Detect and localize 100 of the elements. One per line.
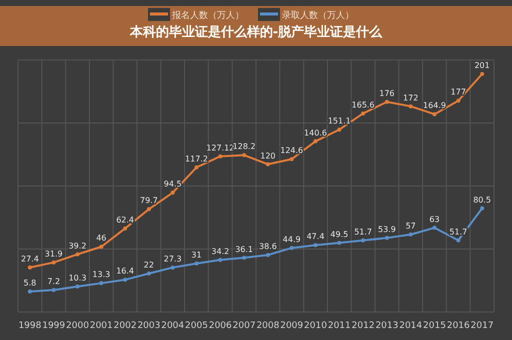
x-tick-label: 2013 [375,321,398,331]
point [242,153,246,158]
x-tick-label: 2016 [446,321,470,331]
data-label: 10.3 [68,274,86,283]
x-tick-label: 2006 [208,321,232,331]
x-tick-label: 2012 [352,321,375,331]
x-tick-label: 2003 [137,321,160,331]
x-tick-label: 2009 [280,321,304,331]
point [146,207,151,212]
data-label: 46 [96,234,106,243]
x-tick-label: 2007 [232,321,256,331]
data-label: 172 [403,93,418,102]
point [28,290,32,294]
point [266,252,270,257]
data-label: 7.2 [47,276,60,286]
point [408,104,413,108]
data-label: 117.2 [185,154,208,164]
chart-title: 本科的毕业证是什么样的-脱产毕业证是什么 [128,24,384,40]
data-label: 31 [191,250,202,260]
x-tick-label: 1999 [42,321,66,331]
point [52,288,56,292]
data-label: 120 [260,151,276,160]
data-label: 27.3 [164,254,182,264]
data-label: 13.3 [92,270,110,280]
data-label: 80.5 [473,195,492,204]
point [361,111,366,116]
x-tick-label: 2017 [470,321,494,331]
data-label: 53.9 [378,224,396,234]
point [290,246,294,250]
x-tick-label: 2010 [304,321,328,331]
x-tick-label: 2014 [399,321,422,331]
data-label: 27.4 [20,254,39,264]
point [218,154,222,158]
point [314,243,318,248]
data-label: 62.4 [116,215,134,224]
x-tick-label: 2000 [66,321,90,331]
point [194,165,198,170]
point [408,232,413,236]
point [218,258,222,262]
point [384,236,389,240]
legend-label: 录取人数（万人） [282,10,354,21]
point [361,238,366,242]
data-label: 127.12 [206,143,234,152]
data-label: 31.9 [44,249,63,258]
point [242,256,246,260]
legend-label: 报名人数（万人） [171,10,244,21]
data-label: 201 [474,61,490,70]
data-label: 124.6 [280,146,304,156]
point [290,157,294,162]
data-label: 151.1 [328,116,351,126]
point [123,226,128,230]
point [123,278,128,282]
point [52,260,56,264]
data-label: 22 [144,260,154,270]
data-label: 165.6 [352,100,375,110]
point [170,266,175,270]
data-label: 38.6 [258,242,277,251]
x-tick-label: 2015 [423,321,446,331]
data-label: 47.4 [306,232,324,242]
point [480,72,484,76]
x-tick-label: 2002 [114,321,137,331]
data-label: 140.6 [304,128,327,138]
data-label: 49.5 [330,230,348,239]
data-label: 164.9 [423,101,446,110]
x-tick-label: 2005 [185,321,208,331]
point [432,226,436,230]
point [76,252,80,256]
point [314,139,318,144]
data-label: 5.8 [24,278,36,288]
data-label: 51.7 [354,227,372,236]
data-label: 176 [379,88,395,98]
point [266,162,270,166]
data-label: 57 [406,221,416,230]
point [99,281,104,286]
point [28,265,32,270]
x-tick-label: 2008 [256,321,280,331]
point [456,98,460,103]
data-label: 44.9 [282,234,301,244]
point [456,238,460,242]
point [337,240,342,245]
data-label: 34.2 [211,246,230,256]
point [337,128,342,132]
point [194,261,198,266]
data-label: 63 [429,214,440,224]
data-label: 36.1 [235,244,254,254]
point [170,190,175,195]
point [99,244,104,249]
point [76,284,80,289]
x-tick-label: 1998 [18,321,42,331]
x-tick-label: 2011 [328,321,351,331]
data-label: 128.2 [232,142,256,152]
data-label: 39.2 [68,241,86,250]
point [384,100,389,104]
x-tick-label: 2001 [90,321,113,331]
point [432,112,436,116]
point [146,271,151,276]
data-label: 79.7 [140,196,158,206]
x-tick-label: 2004 [161,321,184,331]
point [480,206,484,210]
data-label: 177 [450,88,466,97]
